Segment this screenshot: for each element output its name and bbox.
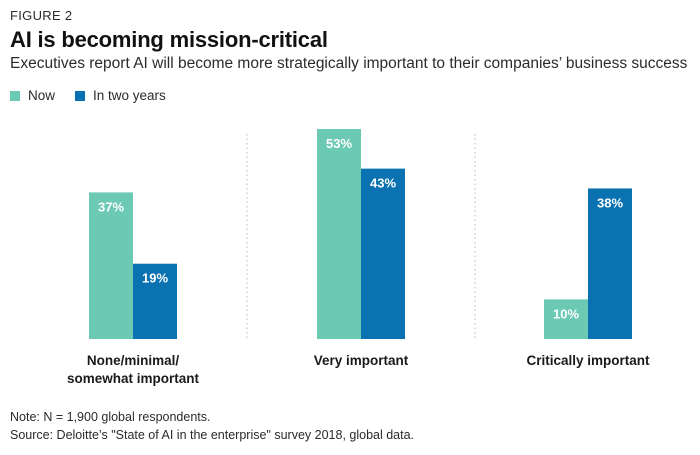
bar-now: [544, 299, 588, 339]
bar-now: [89, 192, 133, 339]
chart-source: Source: Deloitte’s "State of AI in the e…: [10, 428, 415, 442]
legend: Now In two years: [10, 88, 186, 103]
category-label: somewhat important: [67, 371, 200, 386]
chart-note: Note: N = 1,900 global respondents.: [10, 410, 211, 424]
bar-two-years: [133, 263, 177, 339]
bar-value-label: 10%: [553, 306, 579, 321]
category-label: Very important: [314, 353, 409, 368]
category-label: Critically important: [526, 353, 650, 368]
legend-label-two-years: In two years: [93, 88, 166, 103]
figure-label: FIGURE 2: [10, 8, 73, 23]
bar-value-label: 43%: [370, 176, 396, 191]
chart-subtitle: Executives report AI will become more st…: [10, 55, 688, 72]
legend-swatch-now: [10, 90, 20, 101]
legend-item-two-years: In two years: [75, 88, 166, 103]
bar-value-label: 38%: [597, 195, 623, 210]
bar-two-years: [361, 168, 405, 339]
chart-title: AI is becoming mission-critical: [10, 27, 328, 52]
legend-label-now: Now: [28, 88, 56, 103]
bar-value-label: 19%: [142, 271, 168, 286]
bar-two-years: [588, 188, 632, 339]
bar-now: [317, 129, 361, 339]
bar-value-label: 53%: [326, 136, 352, 151]
bar-value-label: 37%: [98, 199, 124, 214]
bar-chart: 37% 53% 10% 19% 43% 38% None/minimal/somewhat …: [67, 129, 650, 386]
legend-swatch-two-years: [75, 90, 86, 101]
category-label: None/minimal/: [87, 353, 180, 368]
legend-item-now: Now: [10, 88, 55, 103]
